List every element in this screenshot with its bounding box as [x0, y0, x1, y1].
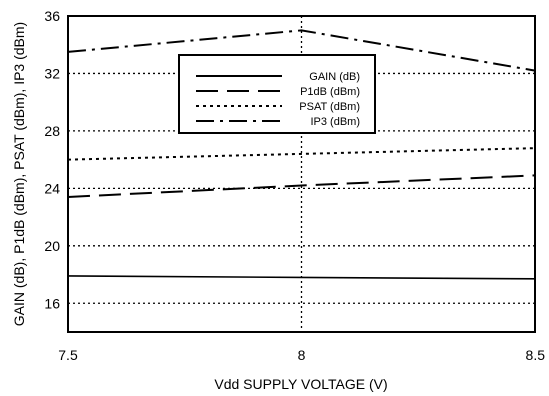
x-tick-label: 7.5 [58, 347, 78, 363]
plot-frame [67, 15, 536, 333]
y-tick-label: 16 [44, 295, 60, 311]
y-tick-label: 28 [44, 123, 60, 139]
x-tick-label: 8.5 [526, 347, 546, 363]
series-line-ip3 [67, 29, 536, 72]
y-tick-label: 36 [44, 8, 60, 24]
legend-label: PSAT (dBm) [299, 101, 360, 113]
y-tick-label: 20 [44, 238, 60, 254]
x-tick-label: 8 [298, 347, 306, 363]
y-tick-label: 32 [44, 65, 60, 81]
y-tick-label: 24 [44, 180, 60, 196]
legend-label: IP3 (dBm) [310, 116, 360, 128]
series-lines [67, 29, 536, 280]
legend-label: GAIN (dB) [309, 71, 360, 83]
legend: GAIN (dB) P1dB (dBm) PSAT (dBm) IP3 (dBm) [178, 54, 376, 134]
legend-items: GAIN (dB) P1dB (dBm) PSAT (dBm) IP3 (dBm) [196, 71, 360, 128]
x-tick-labels: 7.5 8 8.5 [58, 347, 545, 363]
x-axis-label: Vdd SUPPLY VOLTAGE (V) [214, 376, 387, 392]
series-line-p1db [67, 174, 536, 198]
y-axis-label: GAIN (dB), P1dB (dBm), PSAT (dBm), IP3 (… [11, 22, 27, 326]
series-line-gain [67, 275, 536, 280]
legend-label: P1dB (dBm) [300, 86, 360, 98]
series-line-psat [67, 147, 536, 161]
y-tick-labels: 16 20 24 28 32 36 [44, 8, 60, 311]
